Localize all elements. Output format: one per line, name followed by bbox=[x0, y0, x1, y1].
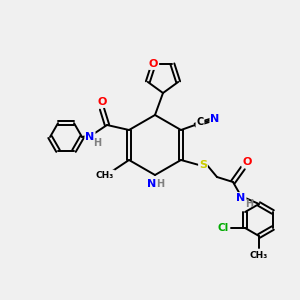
Text: O: O bbox=[97, 97, 107, 107]
Text: H: H bbox=[245, 199, 253, 209]
Text: H: H bbox=[156, 179, 164, 189]
Text: O: O bbox=[242, 157, 252, 167]
Text: Cl: Cl bbox=[218, 223, 229, 233]
Text: S: S bbox=[199, 160, 207, 170]
Text: C: C bbox=[196, 117, 204, 127]
Text: O: O bbox=[149, 59, 158, 69]
Text: N: N bbox=[210, 114, 220, 124]
Text: H: H bbox=[93, 138, 101, 148]
Text: CH₃: CH₃ bbox=[250, 251, 268, 260]
Text: CH₃: CH₃ bbox=[96, 170, 114, 179]
Text: N: N bbox=[85, 132, 94, 142]
Text: N: N bbox=[147, 179, 157, 189]
Text: N: N bbox=[236, 193, 246, 203]
